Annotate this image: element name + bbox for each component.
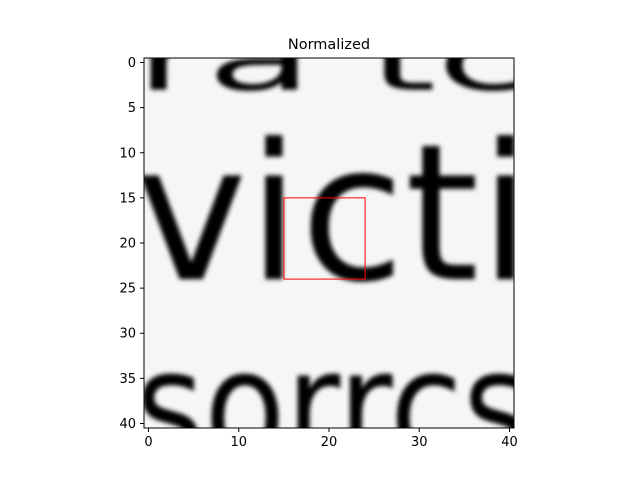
y-tick-label: 30 bbox=[119, 327, 136, 342]
y-tick-label: 20 bbox=[119, 237, 136, 252]
y-tick-label: 25 bbox=[119, 282, 136, 297]
highlight-box bbox=[283, 197, 366, 280]
glyph-line-1: ra tc bbox=[135, 7, 532, 112]
y-tick-label: 10 bbox=[119, 146, 136, 161]
x-tick-label: 30 bbox=[411, 435, 428, 450]
heatmap-background bbox=[144, 58, 514, 428]
glyph-line-2: victi bbox=[135, 103, 532, 324]
y-tick-label: 40 bbox=[119, 417, 136, 432]
x-tick-label: 40 bbox=[501, 435, 518, 450]
chart-title: Normalized bbox=[288, 37, 370, 53]
glyph-line-3: sorrcs bbox=[135, 319, 532, 480]
x-tick-label: 0 bbox=[144, 435, 152, 450]
x-axis: 0 10 20 30 40 bbox=[144, 428, 518, 450]
y-tick-label: 15 bbox=[119, 191, 136, 206]
y-axis: 0 5 10 15 20 25 30 35 40 bbox=[119, 56, 144, 432]
y-tick-label: 35 bbox=[119, 372, 136, 387]
x-tick-label: 10 bbox=[230, 435, 247, 450]
x-tick-label: 20 bbox=[321, 435, 338, 450]
y-tick-label: 5 bbox=[128, 101, 136, 116]
y-tick-label: 0 bbox=[128, 56, 136, 71]
